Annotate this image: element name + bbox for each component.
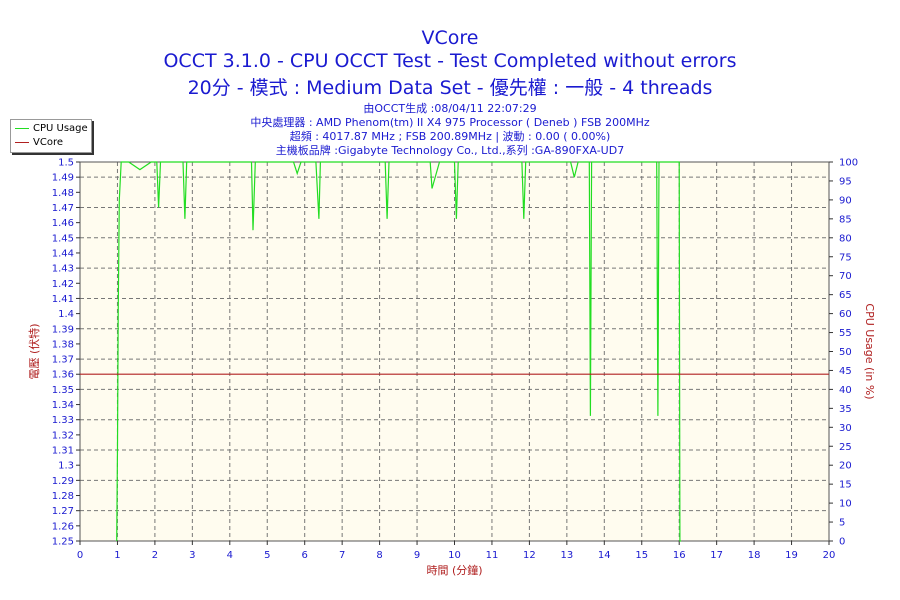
y-right-tick-label: 25 bbox=[839, 442, 852, 453]
y-left-axis-label: 電壓 (伏特) bbox=[27, 323, 41, 379]
x-tick-label: 20 bbox=[823, 550, 836, 561]
y-left-tick-label: 1.47 bbox=[52, 203, 74, 214]
y-left-tick-label: 1.42 bbox=[52, 279, 74, 290]
y-left-tick-label: 1.26 bbox=[52, 521, 74, 532]
x-tick-label: 13 bbox=[560, 550, 573, 561]
y-right-tick-label: 90 bbox=[839, 195, 852, 206]
y-left-tick-label: 1.38 bbox=[52, 339, 74, 350]
y-right-tick-label: 5 bbox=[839, 518, 845, 529]
y-right-tick-label: 85 bbox=[839, 214, 852, 225]
y-left-tick-label: 1.25 bbox=[52, 537, 74, 548]
y-right-tick-label: 95 bbox=[839, 176, 852, 187]
y-left-tick-label: 1.41 bbox=[52, 294, 74, 305]
y-right-tick-label: 50 bbox=[839, 347, 852, 358]
y-left-tick-label: 1.48 bbox=[52, 188, 74, 199]
y-right-tick-label: 80 bbox=[839, 233, 852, 244]
x-tick-label: 15 bbox=[635, 550, 648, 561]
legend-label-vcore: VCore bbox=[33, 137, 63, 148]
legend-item-vcore: VCore bbox=[15, 136, 63, 150]
y-right-tick-label: 15 bbox=[839, 480, 852, 491]
y-left-tick-label: 1.35 bbox=[52, 385, 74, 396]
x-axis-label: 時間 (分鐘) bbox=[426, 563, 482, 577]
x-tick-label: 10 bbox=[448, 550, 461, 561]
y-left-tick-label: 1.32 bbox=[52, 430, 74, 441]
x-tick-label: 4 bbox=[227, 550, 233, 561]
y-left-tick-label: 1.33 bbox=[52, 415, 74, 426]
info-motherboard: 主機板品牌 :Gigabyte Technology Co., Ltd.,系列 … bbox=[275, 144, 625, 157]
y-right-tick-label: 45 bbox=[839, 366, 852, 377]
x-tick-label: 16 bbox=[673, 550, 686, 561]
y-left-tick-label: 1.46 bbox=[52, 218, 74, 229]
chart-legend: CPU Usage VCore bbox=[10, 119, 92, 153]
y-right-tick-label: 70 bbox=[839, 271, 852, 282]
info-clock: 超頻 : 4017.87 MHz ; FSB 200.89MHz | 波動 : … bbox=[289, 130, 611, 143]
y-left-tick-label: 1.43 bbox=[52, 264, 74, 275]
x-tick-label: 11 bbox=[486, 550, 499, 561]
y-right-tick-label: 10 bbox=[839, 499, 852, 510]
x-tick-label: 5 bbox=[264, 550, 270, 561]
y-right-tick-label: 0 bbox=[839, 537, 845, 548]
legend-swatch-vcore bbox=[15, 141, 29, 143]
y-right-tick-label: 40 bbox=[839, 385, 852, 396]
x-tick-label: 0 bbox=[77, 550, 83, 561]
y-right-tick-label: 65 bbox=[839, 290, 852, 301]
y-left-tick-label: 1.31 bbox=[52, 446, 74, 457]
y-left-tick-label: 1.44 bbox=[52, 248, 74, 259]
y-left-tick-label: 1.5 bbox=[58, 158, 74, 169]
y-left-tick-label: 1.45 bbox=[52, 233, 74, 244]
y-right-tick-label: 100 bbox=[839, 158, 858, 169]
x-tick-label: 3 bbox=[189, 550, 195, 561]
legend-swatch-cpu bbox=[15, 127, 29, 129]
y-left-tick-label: 1.27 bbox=[52, 506, 74, 517]
y-left-tick-label: 1.37 bbox=[52, 355, 74, 366]
y-right-tick-label: 20 bbox=[839, 461, 852, 472]
x-tick-label: 1 bbox=[114, 550, 120, 561]
y-right-tick-label: 75 bbox=[839, 252, 852, 263]
y-left-tick-label: 1.49 bbox=[52, 173, 74, 184]
x-tick-label: 7 bbox=[339, 550, 345, 561]
info-cpu: 中央處理器 : AMD Phenom(tm) II X4 975 Process… bbox=[250, 116, 650, 129]
y-right-tick-label: 30 bbox=[839, 423, 852, 434]
series-line-cpu-usage bbox=[116, 161, 682, 542]
y-left-tick-label: 1.36 bbox=[52, 370, 74, 381]
chart-subtitle-mode: 20分 - 模式 : Medium Data Set - 優先權 : 一般 - … bbox=[187, 77, 713, 99]
x-tick-label: 2 bbox=[152, 550, 158, 561]
x-tick-label: 6 bbox=[302, 550, 308, 561]
y-left-tick-label: 1.3 bbox=[58, 461, 74, 472]
y-right-tick-label: 35 bbox=[839, 404, 852, 415]
info-generated: 由OCCT生成 :08/04/11 22:07:29 bbox=[363, 102, 537, 115]
y-left-tick-label: 1.28 bbox=[52, 491, 74, 502]
x-tick-label: 17 bbox=[710, 550, 723, 561]
legend-label-cpu: CPU Usage bbox=[33, 123, 88, 134]
x-tick-label: 19 bbox=[785, 550, 798, 561]
x-tick-label: 8 bbox=[376, 550, 382, 561]
y-right-tick-label: 60 bbox=[839, 309, 852, 320]
y-left-tick-label: 1.39 bbox=[52, 324, 74, 335]
legend-item-cpu: CPU Usage bbox=[15, 122, 88, 136]
y-left-tick-label: 1.34 bbox=[52, 400, 74, 411]
x-tick-label: 14 bbox=[598, 550, 611, 561]
x-tick-label: 9 bbox=[414, 550, 420, 561]
y-right-tick-label: 55 bbox=[839, 328, 852, 339]
y-left-tick-label: 1.4 bbox=[58, 309, 74, 320]
x-tick-label: 18 bbox=[748, 550, 761, 561]
y-right-axis-label: CPU Usage (in %) bbox=[863, 303, 876, 399]
chart-title: VCore bbox=[421, 27, 479, 49]
x-tick-label: 12 bbox=[523, 550, 536, 561]
chart-subtitle-test: OCCT 3.1.0 - CPU OCCT Test - Test Comple… bbox=[163, 50, 737, 72]
y-left-tick-label: 1.29 bbox=[52, 476, 74, 487]
